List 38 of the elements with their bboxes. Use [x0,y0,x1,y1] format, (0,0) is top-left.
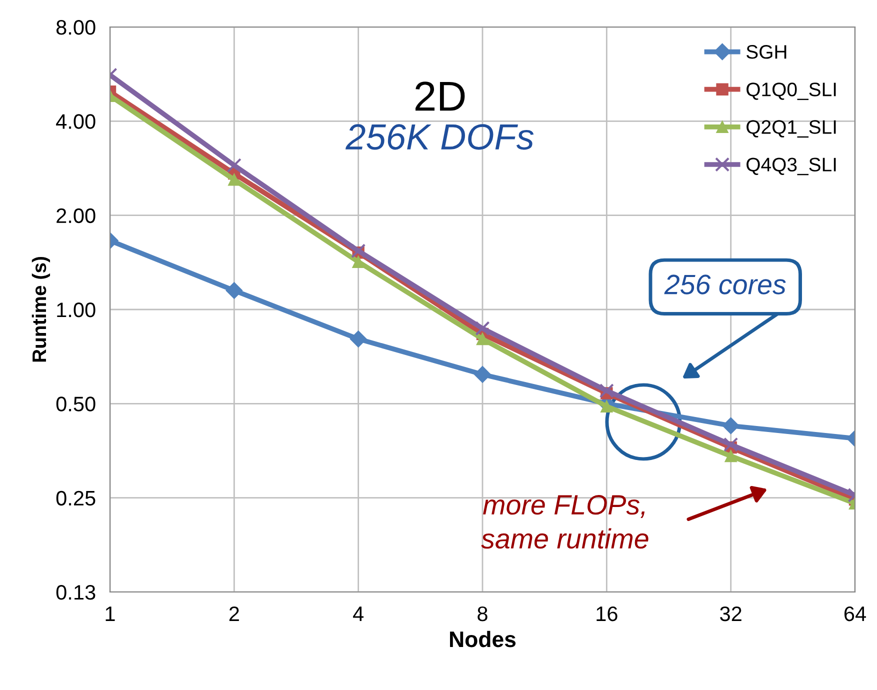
y-tick-label: 0.13 [56,585,96,600]
x-tick-label: 16 [596,606,618,622]
x-tick-label: 2 [229,606,239,621]
y-tick-label: 2.00 [56,208,96,224]
legend-label: Q1Q0_SLI [746,82,836,100]
y-tick-label: 8.00 [56,20,96,35]
x-tick-label: 64 [844,606,866,622]
point [350,330,367,348]
point [351,244,366,258]
point [724,437,738,452]
legend-label: SGH [746,45,786,59]
annotation: 256K DOFs [346,124,534,150]
point [352,256,364,268]
point [226,158,242,173]
y-tick-label: 0.25 [56,490,96,506]
point [474,366,491,383]
point [228,174,240,186]
y-axis-title: Runtime (s) [32,256,50,362]
point [226,282,243,299]
legend-label: Q2Q1_SLI [746,120,836,138]
y-tick-label: 1.00 [57,302,96,318]
point [599,383,614,398]
x-tick-label: 8 [478,606,488,622]
y-tick-label: 4.00 [56,114,96,129]
point [724,450,737,462]
point [476,332,489,346]
x-axis-title: Nodes [450,630,516,648]
annotation: 2D [416,82,465,111]
point [475,321,490,336]
annotation: more FLOPs, same runtime [481,495,648,549]
point [722,417,740,434]
x-tick-label: 32 [720,606,742,622]
legend-label: Q4Q3_SLI [746,158,836,176]
point [600,400,613,413]
annotation: 256 cores [664,274,786,294]
y-tick-label: 0.50 [56,396,96,412]
x-tick-label: 4 [353,606,364,621]
x-tick-label: 1 [106,606,115,621]
